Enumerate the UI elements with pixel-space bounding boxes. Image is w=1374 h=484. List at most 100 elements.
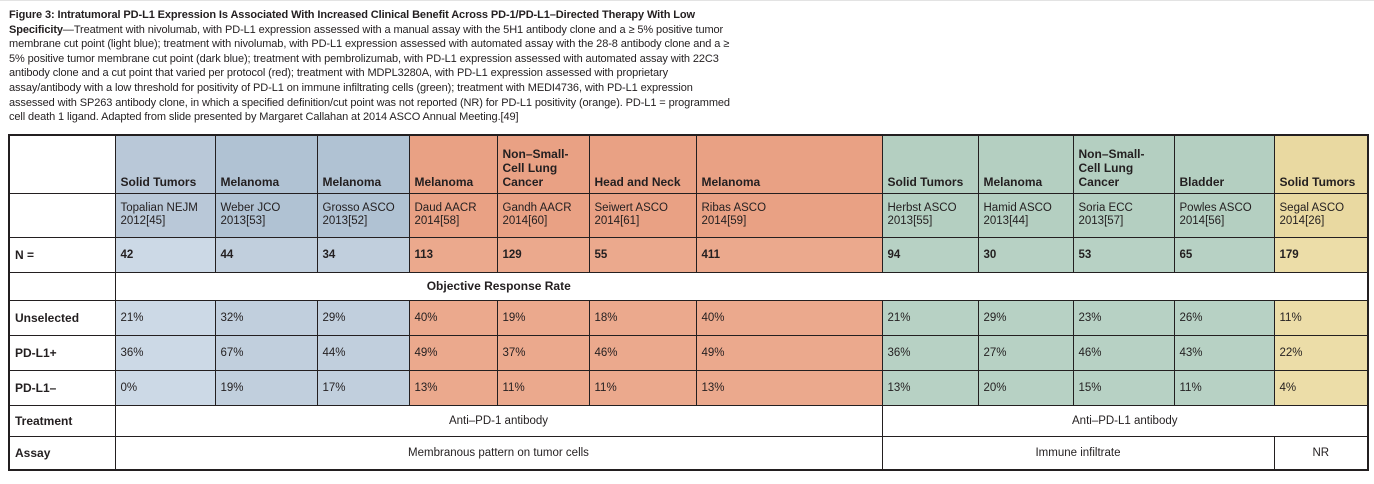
tumor-header-cell: Solid Tumors (881, 134, 979, 194)
n-row-label: N = (8, 236, 116, 273)
orr-value-cell: 15% (1072, 369, 1175, 406)
n-value-cell: 94 (881, 236, 979, 273)
empty-label-cell (8, 192, 116, 238)
orr-value-cell: 46% (588, 334, 697, 371)
orr-value-cell: 21% (881, 299, 979, 336)
n-value-cell: 113 (408, 236, 498, 273)
tumor-header-cell: Melanoma (214, 134, 318, 194)
n-row: N = 42 44 34 113 129 55 411 94 30 53 65 … (8, 236, 1369, 273)
tumor-header-cell: Bladder (1173, 134, 1275, 194)
orr-value-cell: 18% (588, 299, 697, 336)
tumor-header-cell: Solid Tumors (1273, 134, 1369, 194)
tumor-header-cell: Melanoma (695, 134, 883, 194)
study-cell: Weber JCO 2013[53] (214, 192, 318, 238)
orr-value-cell: 19% (496, 299, 590, 336)
study-cell: Segal ASCO 2014[26] (1273, 192, 1369, 238)
orr-value-cell: 44% (316, 334, 410, 371)
orr-value-cell: 11% (588, 369, 697, 406)
orr-value-cell: 21% (114, 299, 216, 336)
orr-value-cell: 20% (977, 369, 1074, 406)
orr-value-cell: 49% (408, 334, 498, 371)
tumor-header-cell: Solid Tumors (114, 134, 216, 194)
assay-immune-infiltrate-cell: Immune infiltrate (881, 435, 1275, 471)
n-value-cell: 30 (977, 236, 1074, 273)
study-cell: Herbst ASCO 2013[55] (881, 192, 979, 238)
study-cell: Hamid ASCO 2013[44] (977, 192, 1074, 238)
assay-membranous-cell: Membranous pattern on tumor cells (114, 435, 883, 471)
tumor-header-cell: Non–Small- Cell Lung Cancer (496, 134, 590, 194)
orr-value-cell: 22% (1273, 334, 1369, 371)
orr-value-cell: 36% (114, 334, 216, 371)
orr-value-cell: 67% (214, 334, 318, 371)
orr-value-cell: 0% (114, 369, 216, 406)
study-cell: Topalian NEJM 2012[45] (114, 192, 216, 238)
tumor-header-cell: Melanoma (316, 134, 410, 194)
study-cell: Grosso ASCO 2013[52] (316, 192, 410, 238)
orr-value-cell: 11% (1173, 369, 1275, 406)
study-cell: Soria ECC 2013[57] (1072, 192, 1175, 238)
n-value-cell: 65 (1173, 236, 1275, 273)
orr-value-cell: 43% (1173, 334, 1275, 371)
n-value-cell: 55 (588, 236, 697, 273)
band-spacer-cell (882, 271, 1369, 301)
pdl1-positive-row: PD-L1+ 36% 67% 44% 49% 37% 46% 49% 36% 2… (8, 334, 1369, 371)
orr-value-cell: 40% (408, 299, 498, 336)
unselected-row-label: Unselected (8, 299, 116, 336)
n-value-cell: 129 (496, 236, 590, 273)
figure-caption: Figure 3: Intratumoral PD-L1 Expression … (0, 1, 733, 125)
orr-value-cell: 27% (977, 334, 1074, 371)
n-value-cell: 53 (1072, 236, 1175, 273)
n-value-cell: 179 (1273, 236, 1369, 273)
orr-value-cell: 13% (695, 369, 883, 406)
treatment-row-label: Treatment (8, 404, 116, 437)
treatment-row: Treatment Anti–PD-1 antibody Anti–PD-L1 … (8, 404, 1369, 437)
assay-row-label: Assay (8, 435, 116, 471)
n-value-cell: 44 (214, 236, 318, 273)
tumor-header-cell: Melanoma (977, 134, 1074, 194)
orr-value-cell: 11% (496, 369, 590, 406)
study-cell: Seiwert ASCO 2014[61] (588, 192, 697, 238)
study-header-row: Topalian NEJM 2012[45] Weber JCO 2013[53… (8, 192, 1369, 238)
orr-value-cell: 23% (1072, 299, 1175, 336)
pdl1-negative-row-label: PD-L1– (8, 369, 116, 406)
orr-value-cell: 29% (316, 299, 410, 336)
orr-value-cell: 17% (316, 369, 410, 406)
study-cell: Gandh AACR 2014[60] (496, 192, 590, 238)
orr-value-cell: 49% (695, 334, 883, 371)
pdl1-expression-table: Solid Tumors Melanoma Melanoma Melanoma … (8, 133, 1369, 471)
orr-value-cell: 13% (881, 369, 979, 406)
orr-value-cell: 40% (695, 299, 883, 336)
orr-value-cell: 4% (1273, 369, 1369, 406)
tumor-header-cell: Non–Small- Cell Lung Cancer (1072, 134, 1175, 194)
orr-value-cell: 46% (1072, 334, 1175, 371)
study-cell: Powles ASCO 2014[56] (1173, 192, 1275, 238)
orr-value-cell: 13% (408, 369, 498, 406)
assay-row: Assay Membranous pattern on tumor cells … (8, 435, 1369, 471)
pdl1-positive-row-label: PD-L1+ (8, 334, 116, 371)
figure-caption-body: —Treatment with nivolumab, with PD-L1 ex… (9, 23, 730, 124)
tumor-type-header-row: Solid Tumors Melanoma Melanoma Melanoma … (8, 134, 1369, 194)
orr-value-cell: 19% (214, 369, 318, 406)
unselected-row: Unselected 21% 32% 29% 40% 19% 18% 40% 2… (8, 299, 1369, 336)
treatment-anti-pd1-cell: Anti–PD-1 antibody (114, 404, 883, 437)
figure-caption-title: Figure 3: Intratumoral PD-L1 Expression … (9, 9, 695, 36)
orr-value-cell: 29% (977, 299, 1074, 336)
treatment-anti-pdl1-cell: Anti–PD-L1 antibody (881, 404, 1369, 437)
study-cell: Ribas ASCO 2014[59] (695, 192, 883, 238)
n-value-cell: 42 (114, 236, 216, 273)
empty-label-cell (8, 271, 116, 301)
assay-nr-cell: NR (1273, 435, 1369, 471)
orr-value-cell: 32% (214, 299, 318, 336)
n-value-cell: 34 (316, 236, 410, 273)
study-cell: Daud AACR 2014[58] (408, 192, 498, 238)
tumor-header-cell: Melanoma (408, 134, 498, 194)
tumor-header-cell: Head and Neck (588, 134, 697, 194)
orr-value-cell: 37% (496, 334, 590, 371)
objective-response-rate-header: Objective Response Rate (114, 271, 882, 301)
objective-response-rate-band-row: Objective Response Rate (8, 271, 1369, 301)
pdl1-negative-row: PD-L1– 0% 19% 17% 13% 11% 11% 13% 13% 20… (8, 369, 1369, 406)
orr-value-cell: 36% (881, 334, 979, 371)
orr-value-cell: 26% (1173, 299, 1275, 336)
corner-cell (8, 134, 116, 194)
